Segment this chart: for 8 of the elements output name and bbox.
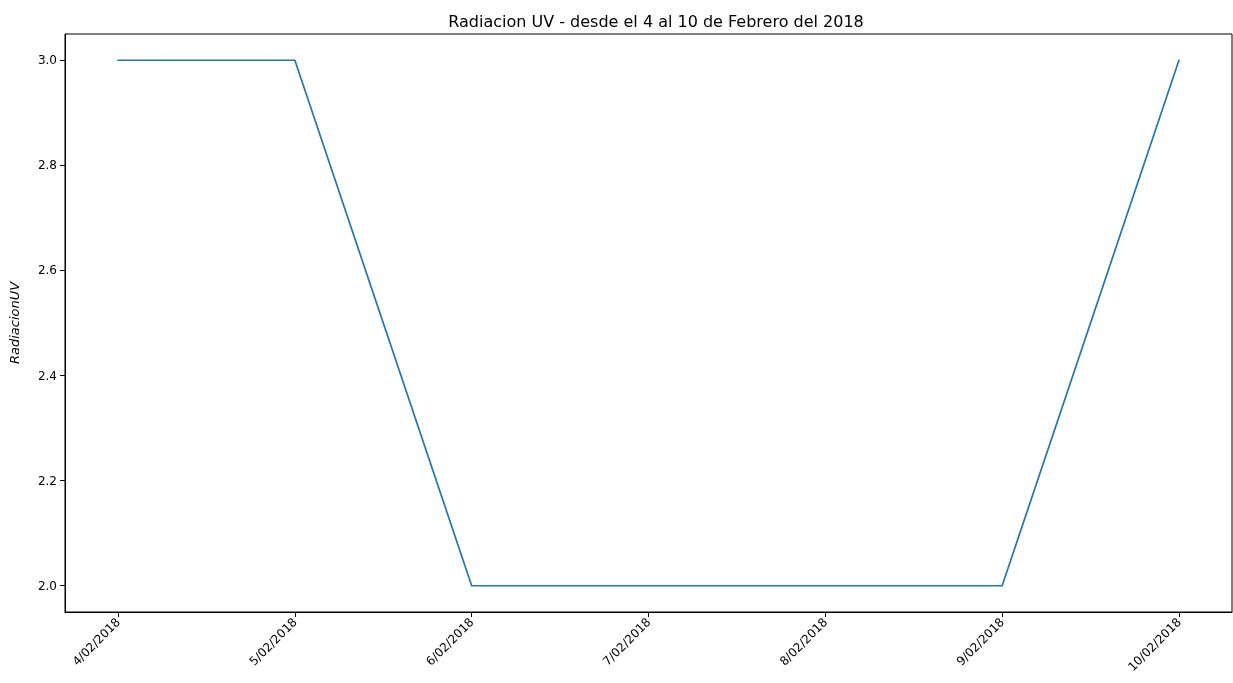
y-tick-label: 2.8	[37, 158, 57, 173]
y-tick-label: 2.2	[37, 473, 57, 488]
y-axis-title: RadiacionUV	[7, 280, 22, 365]
y-tick-label: 3.0	[37, 53, 57, 68]
y-tick-label: 2.6	[37, 263, 57, 278]
y-tick-label: 2.0	[37, 578, 57, 593]
y-tick-label: 2.4	[37, 368, 57, 383]
chart-title: Radiacion UV - desde el 4 al 10 de Febrero del 2018	[448, 11, 864, 31]
